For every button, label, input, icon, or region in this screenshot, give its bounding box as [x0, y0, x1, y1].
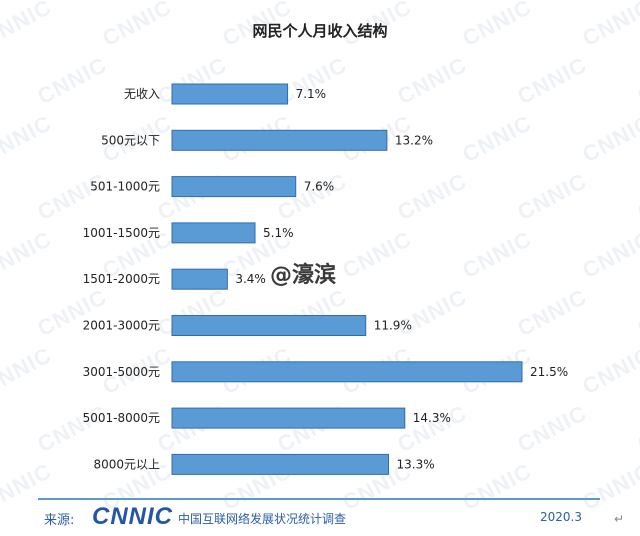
cnnic-logo: CNNIC: [92, 503, 173, 530]
category-label: 3001-5000元: [83, 365, 160, 379]
weibo-watermark: @濠滨: [270, 263, 337, 288]
value-label: 7.6%: [304, 180, 335, 194]
category-label: 无收入: [124, 87, 160, 101]
value-label: 21.5%: [530, 365, 568, 379]
value-label: 13.3%: [397, 457, 435, 471]
bar: [171, 361, 523, 383]
bar: [171, 222, 256, 244]
bar: [171, 453, 390, 475]
footer: 来源: CNNIC 中国互联网络发展状况统计调查 2020.3 ↵: [0, 498, 640, 536]
bars-layer: 无收入 7.1% 500元以下 13.2% 501-1000元 7.6% 1001-1500…: [83, 83, 568, 475]
bar: [171, 176, 297, 198]
return-glyph-icon: ↵: [614, 512, 625, 526]
footer-divider: [38, 498, 600, 500]
source-label: 来源:: [44, 513, 75, 528]
value-label: 11.9%: [374, 319, 412, 333]
bar: [171, 315, 367, 336]
bar: [171, 129, 388, 151]
category-label: 5001-8000元: [83, 411, 160, 425]
category-label: 1001-1500元: [83, 226, 160, 240]
category-label: 500元以下: [101, 133, 160, 147]
value-label: 14.3%: [413, 411, 451, 425]
category-label: 1501-2000元: [83, 272, 160, 286]
category-label: 2001-3000元: [83, 319, 160, 333]
category-label: 501-1000元: [90, 180, 160, 194]
value-label: 3.4%: [235, 272, 265, 286]
value-label: 13.2%: [395, 133, 433, 147]
report-date: 2020.3: [540, 510, 582, 524]
chart-title: 网民个人月收入结构: [252, 22, 388, 40]
bar: [171, 83, 289, 105]
bar-chart: 无收入 7.1% 500元以下 13.2% 501-1000元 7.6% 1001-1500…: [83, 83, 568, 475]
bar: [171, 407, 406, 429]
bar: [171, 268, 228, 290]
value-label: 5.1%: [263, 226, 294, 240]
value-label: 7.1%: [296, 87, 327, 101]
category-label: 8000元以上: [93, 457, 160, 471]
source-organization: 中国互联网络发展状况统计调查: [178, 512, 347, 526]
